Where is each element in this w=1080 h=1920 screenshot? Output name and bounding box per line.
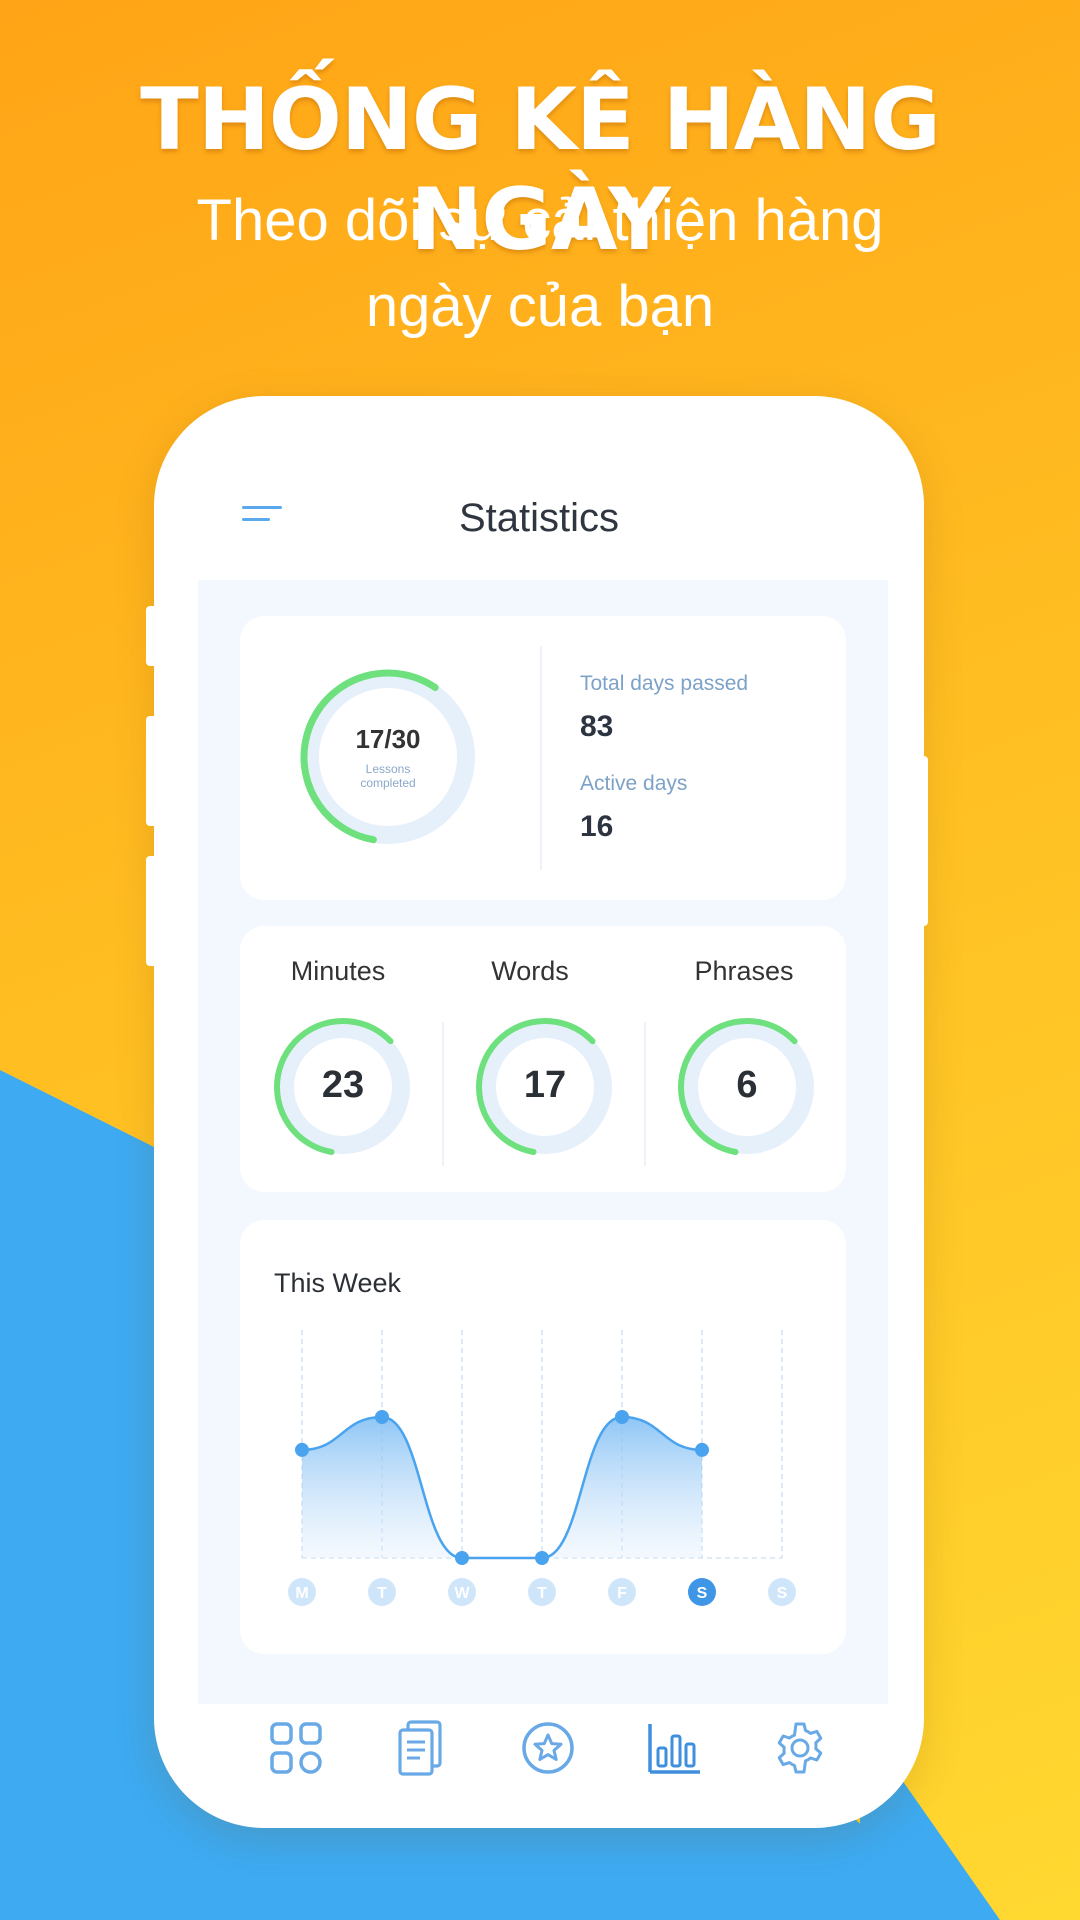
lessons-label: Lessons completed [336,762,440,790]
day-label-3: T [537,1585,547,1602]
promo-subhead: Theo dõi sự cải thiện hàng ngày của bạn [140,178,940,350]
stats-divider-1 [442,1022,444,1166]
chart-point-2[interactable] [455,1551,469,1565]
day-label-0: M [295,1585,308,1602]
active-days-label: Active days [580,772,688,795]
day-badge-2[interactable]: W [448,1578,476,1606]
promo-headline: THỐNG KÊ HÀNG NGÀY [140,70,941,270]
day-label-5: S [697,1585,708,1602]
summary-card: 17/30 Lessons completed Total days passe… [240,616,846,900]
stat-phrases-value: 6 [736,1064,758,1106]
day-badge-5[interactable]: S [688,1578,716,1606]
lessons-label-line-2: completed [360,776,416,790]
day-badge-4[interactable]: F [608,1578,636,1606]
grid-icon[interactable] [266,1718,326,1778]
promo-subhead-line-1: Theo dõi sự cải thiện hàng [196,188,884,253]
stat-phrases-label: Phrases [694,956,794,986]
phone-side-button-volume-down [146,856,158,966]
phone-side-button-power [914,756,928,926]
stat-minutes-label: Minutes [290,956,386,986]
lessons-progress-ring [300,669,476,845]
active-days-value: 16 [580,810,614,843]
day-label-4: F [617,1585,627,1602]
star-badge-icon[interactable] [518,1718,578,1778]
menu-icon[interactable] [242,506,282,526]
day-badge-3[interactable]: T [528,1578,556,1606]
day-badge-0[interactable]: M [288,1578,316,1606]
chart-point-3[interactable] [535,1551,549,1565]
phone-side-button-mute [146,606,158,666]
bar-chart-icon[interactable] [644,1718,704,1778]
notes-icon[interactable] [392,1718,452,1778]
chart-point-5[interactable] [695,1442,709,1457]
lessons-progress-arc [300,669,476,845]
phone-side-button-volume-up [146,716,158,826]
stat-words-label: Words [491,956,569,986]
stat-minutes-arc [274,1018,412,1156]
stat-minutes-value: 23 [321,1064,365,1106]
day-label-1: T [377,1585,387,1602]
this-week-card: This Week M T W T F S S [240,1220,846,1654]
stat-words-ring [476,1018,614,1156]
bottom-navigation [198,1704,888,1804]
this-week-title: This Week [274,1268,402,1298]
chart-point-0[interactable] [295,1442,309,1457]
phone-frame: Statistics 17/30 Lessons completed Total… [146,396,928,1828]
lessons-value: 17/30 [355,724,421,754]
chart-area-fill [302,1417,702,1558]
stats-divider-2 [644,1022,646,1166]
page-title: Statistics [458,496,620,540]
stat-phrases-ring [678,1018,816,1156]
stat-words-arc [476,1018,614,1156]
day-badge-6[interactable]: S [768,1578,796,1606]
lessons-label-line-1: Lessons [365,762,411,776]
total-days-value: 83 [580,710,614,743]
chart-point-4[interactable] [615,1410,629,1424]
day-badge-1[interactable]: T [368,1578,396,1606]
summary-divider [540,646,542,870]
statistics-screen: 17/30 Lessons completed Total days passe… [198,580,888,1704]
chart-point-1[interactable] [375,1410,389,1424]
promo-subhead-line-2: ngày của bạn [365,274,715,339]
day-label-2: W [454,1585,470,1602]
stat-phrases-arc [678,1018,816,1156]
stat-minutes-ring [274,1018,412,1156]
daily-stats-card: Minutes Words Phrases 23 17 6 [240,926,846,1192]
day-label-6: S [777,1585,788,1602]
gear-icon[interactable] [770,1718,830,1778]
total-days-label: Total days passed [580,672,749,695]
stat-words-value: 17 [523,1064,567,1106]
